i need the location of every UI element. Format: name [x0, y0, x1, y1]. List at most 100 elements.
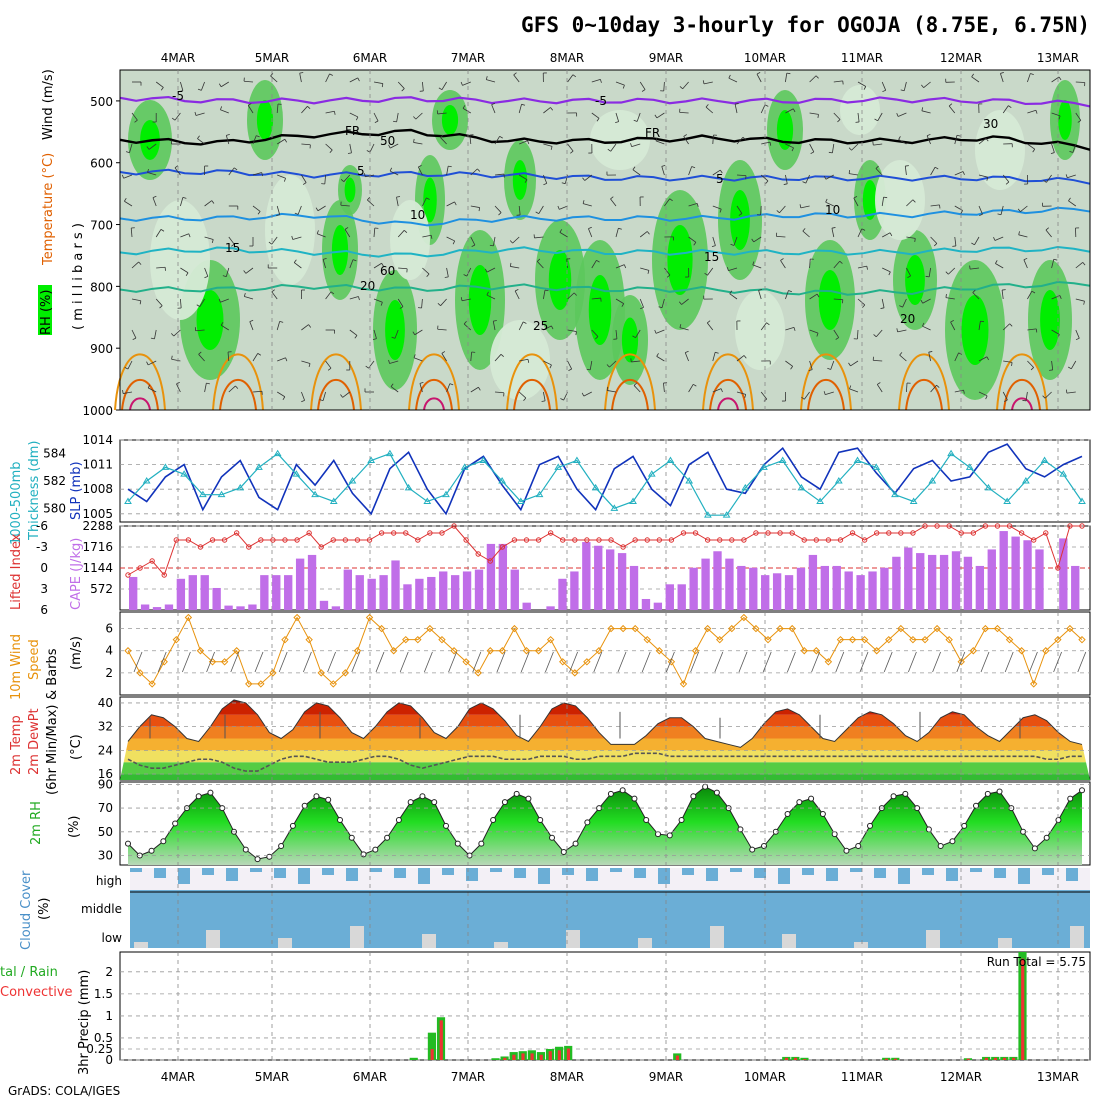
wind-barb: [972, 292, 980, 300]
precip-panel: 00.250.5 1 1.5 2 Run Total = 5.75: [86, 951, 1091, 1067]
cape-li-panel: 572 1144 1716 2288 -6 -3 0 3 6: [36, 519, 1091, 617]
thickness-marker: [853, 456, 862, 463]
wind-barb-flag: [678, 301, 682, 305]
rh-tick-label: 30: [98, 849, 113, 863]
wind-barb: [803, 391, 810, 400]
li-marker: [874, 530, 880, 536]
thickness-marker: [909, 497, 918, 504]
wind-barb: [244, 296, 254, 300]
wind-barb: [1020, 205, 1028, 212]
li-marker: [910, 530, 916, 536]
cape-bar: [629, 565, 639, 610]
wind-speed-marker: [317, 669, 325, 677]
rh-marker: [925, 826, 932, 833]
wind-barb: [422, 197, 427, 207]
wind-barb-flag: [365, 365, 369, 369]
wind-barb: [736, 136, 744, 145]
wind-barb-flag: [413, 354, 416, 358]
run-total-label: Run Total = 5.75: [987, 955, 1086, 969]
wind-barb: [369, 143, 375, 153]
wind-speed-marker: [619, 624, 627, 633]
wind-barb: [856, 329, 859, 340]
wind-barb: [277, 174, 286, 179]
wind-barb: [470, 351, 472, 362]
wind-barb: [785, 143, 794, 149]
wind-barb-flag: [849, 385, 852, 390]
wind-speed-marker: [498, 647, 507, 655]
li-tick-label: 3: [40, 582, 48, 596]
rh-marker: [1031, 845, 1038, 852]
cape-bar: [450, 575, 460, 610]
surface-wind-barb: [327, 651, 336, 673]
wind-barb-flag: [766, 322, 770, 326]
wind-barb-flag: [928, 351, 933, 353]
wind-barb: [446, 267, 449, 277]
wind-barb: [591, 329, 599, 337]
wind-barb-flag: [1077, 120, 1082, 123]
wind-barb: [293, 262, 302, 269]
cloud-high-block: [778, 868, 790, 884]
rh-marker: [796, 799, 803, 806]
wind-speed-marker: [136, 669, 144, 677]
bottom-day-label: 6MAR: [353, 1070, 388, 1084]
wind-barb-flag: [764, 104, 769, 107]
wind-barb: [171, 358, 181, 362]
wind-barb: [589, 360, 593, 370]
wind-barb: [664, 198, 671, 207]
wind-speed-marker: [848, 635, 857, 644]
wind-barb: [881, 298, 885, 308]
wind-barb: [343, 174, 351, 182]
wind-barb: [301, 174, 307, 183]
rh-dry-patch: [590, 110, 650, 170]
wind-barb-flag: [521, 103, 526, 106]
li-marker: [596, 537, 602, 543]
wind-barb-flag: [898, 136, 901, 140]
wind-barb: [780, 260, 786, 269]
li-tick-label: -6: [36, 519, 48, 533]
wind-barb: [809, 360, 813, 370]
wind-barb-flag: [655, 137, 658, 142]
wind-speed-marker: [124, 647, 132, 655]
wind-barb: [297, 205, 302, 215]
wind-barb-flag: [575, 331, 577, 336]
wind-barb-flag: [485, 76, 488, 80]
li-marker: [1006, 523, 1013, 529]
upper-rh-label: RH (%): [39, 290, 54, 335]
surface-wind-barb: [424, 651, 433, 673]
wind-speed-marker: [776, 624, 784, 633]
wind-barb: [897, 112, 907, 117]
wind-barb-flag: [632, 335, 636, 339]
wind-barb: [825, 174, 834, 180]
wind-barb: [276, 391, 286, 398]
wind-barb: [760, 104, 766, 114]
wind-barb: [610, 198, 617, 207]
wind10m-label: 10m Wind: [9, 634, 24, 700]
wind-barb-flag: [702, 80, 705, 84]
wind-barb: [155, 229, 162, 238]
wind-barb: [466, 267, 472, 277]
wind-barb: [1002, 323, 1010, 331]
wind-barb: [591, 78, 601, 83]
cloud-high-block: [562, 868, 574, 875]
precip-conv-bar: [1021, 958, 1025, 1060]
cape-bar: [129, 576, 138, 610]
thickness-marker: [703, 511, 712, 518]
wind-barb-flag: [536, 258, 541, 262]
surface-wind-barb: [448, 651, 457, 673]
rh-dry-patch: [875, 160, 925, 240]
wind-speed-marker: [426, 624, 434, 633]
wind-barb: [494, 136, 500, 145]
wind-barb-flag: [188, 233, 191, 238]
wind-barb: [1001, 290, 1004, 300]
rh-core: [818, 270, 842, 330]
rh-core: [730, 190, 750, 250]
cloud-high-block: [1066, 868, 1078, 881]
side-labels: RH (%) Temperature (°C) Wind (m/s) ( m i…: [0, 69, 92, 1075]
wind-barb-flag: [401, 88, 405, 92]
wind-barb: [324, 174, 326, 185]
li-marker: [1018, 530, 1025, 536]
wind-barb: [1066, 391, 1076, 394]
rh-marker: [266, 853, 273, 860]
wind-barb: [591, 112, 600, 119]
wind-speed-marker: [981, 624, 990, 633]
